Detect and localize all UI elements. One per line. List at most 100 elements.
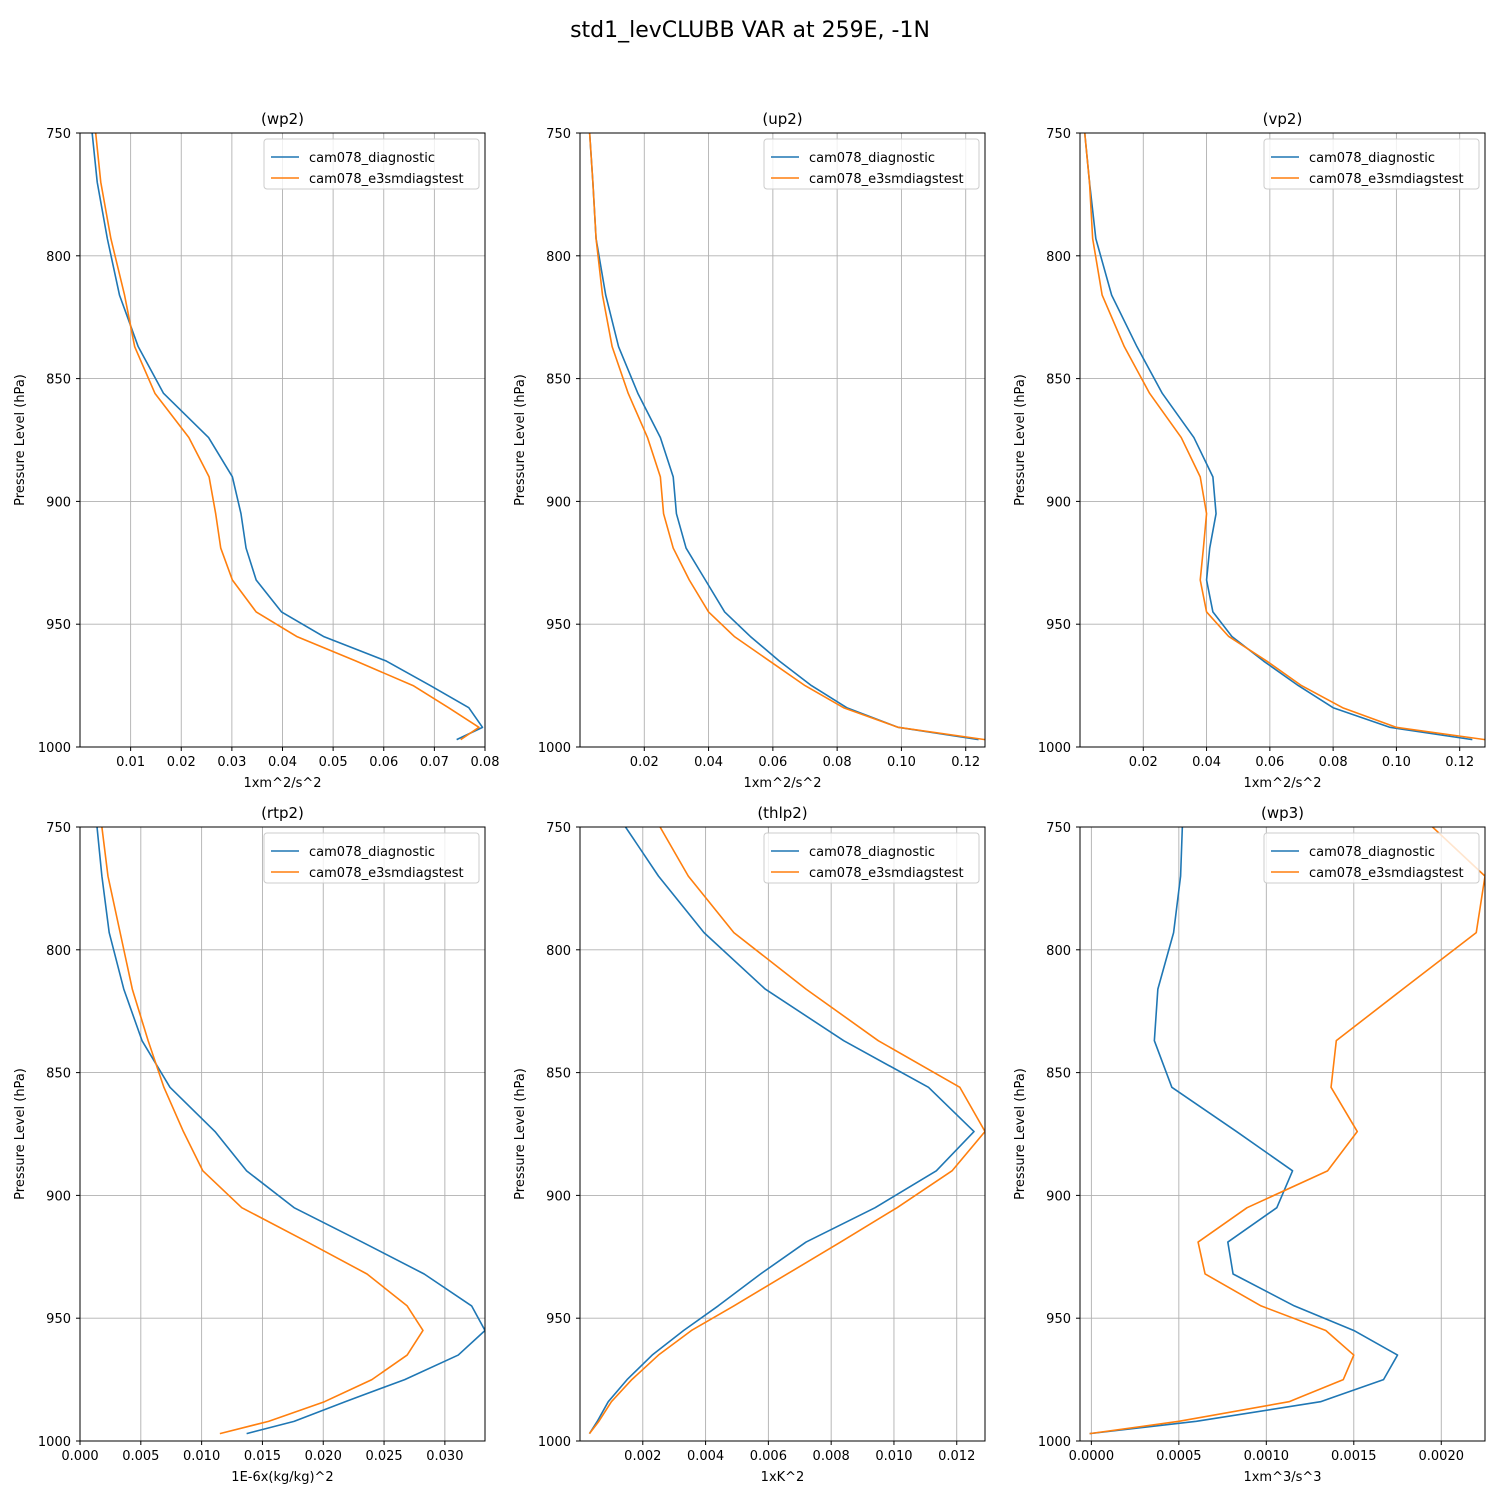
subplot-thlp2: 0.002 0.004 0.006 0.008 0.010 0.012 750 800 850 9… [513,804,986,1485]
y-tick-label: 750 [1046,127,1071,142]
y-tick-label: 950 [46,1312,71,1327]
legend: cam078_diagnostic cam078_e3smdiagstest [1263,138,1480,190]
x-tick-label: 0.07 [420,755,449,770]
series-line-cam078_e3smdiagstest [588,827,985,1435]
series-line-cam078_e3smdiagstest [588,133,985,741]
legend-label: cam078_e3smdiagstest [309,172,464,187]
subplot-grid: 0.01 0.02 0.03 0.04 0.05 0.06 0.07 0.08 750 800 85… [13,110,1486,1485]
legend-label: cam078_e3smdiagstest [809,172,964,187]
x-tick-label: 0.06 [1255,755,1284,770]
x-tick-label: 0.08 [1319,755,1348,770]
y-tick-label: 1000 [538,1435,571,1450]
x-tick-label: 0.04 [268,755,297,770]
subplot-title: (wp3) [1261,804,1304,822]
y-tick-label: 1000 [1038,1435,1071,1450]
legend-box [263,138,480,190]
x-tick-label: 0.10 [887,755,916,770]
y-tick-label: 900 [1046,495,1071,510]
y-tick-label: 750 [546,821,571,836]
x-tick-label: 0.04 [1192,755,1221,770]
series-line-cam078_e3smdiagstest [101,827,424,1435]
y-tick-label: 750 [46,127,71,142]
plot-frame [1079,132,1486,748]
y-tick-label: 850 [46,1067,71,1082]
legend-label: cam078_e3smdiagstest [1309,172,1464,187]
series-line-cam078_e3smdiagstest [1089,827,1485,1435]
series-line-cam078_diagnostic [588,827,975,1435]
y-tick-label: 1000 [38,1435,71,1450]
y-axis-label: Pressure Level (hPa) [513,374,528,506]
y-tick-label: 850 [1046,1067,1071,1082]
y-tick-label: 850 [1046,373,1071,388]
y-tick-label: 750 [46,821,71,836]
series-line-cam078_diagnostic [91,133,484,741]
y-axis-label: Pressure Level (hPa) [13,374,28,506]
x-axis-label: 1E-6x(kg/kg)^2 [231,1470,333,1485]
y-tick-label: 1000 [1038,741,1071,756]
legend-label: cam078_diagnostic [809,151,935,166]
x-tick-label: 0.015 [244,1449,281,1464]
series-line-cam078_diagnostic [1083,133,1473,741]
y-tick-label: 950 [546,1312,571,1327]
x-tick-label: 0.02 [630,755,659,770]
y-tick-label: 800 [46,250,71,265]
y-tick-label: 800 [546,944,571,959]
x-tick-label: 0.006 [750,1449,787,1464]
y-tick-label: 800 [1046,250,1071,265]
y-tick-label: 750 [546,127,571,142]
series-line-cam078_e3smdiagstest [1083,133,1485,741]
x-tick-label: 0.01 [116,755,145,770]
subplot-wp3: 0.0000 0.0005 0.0010 0.0015 0.0020 750 800 850 9… [1013,804,1486,1485]
x-tick-label: 0.08 [471,755,500,770]
legend-box [1263,832,1480,884]
x-tick-label: 0.04 [694,755,723,770]
x-axis-label: 1xm^3/s^3 [1243,1470,1321,1485]
x-tick-label: 0.02 [1129,755,1158,770]
x-tick-label: 0.002 [624,1449,661,1464]
legend-label: cam078_diagnostic [809,845,935,860]
x-tick-label: 0.06 [369,755,398,770]
y-tick-label: 900 [1046,1189,1071,1204]
x-tick-label: 0.05 [319,755,348,770]
y-tick-label: 850 [546,373,571,388]
y-tick-label: 950 [546,618,571,633]
legend-label: cam078_diagnostic [1309,845,1435,860]
x-axis-label: 1xm^2/s^2 [743,776,821,791]
x-tick-label: 0.020 [305,1449,342,1464]
y-tick-label: 950 [1046,618,1071,633]
x-axis-label: 1xm^2/s^2 [1243,776,1321,791]
legend: cam078_diagnostic cam078_e3smdiagstest [763,832,980,884]
legend-box [263,832,480,884]
x-tick-label: 0.012 [938,1449,975,1464]
y-tick-label: 1000 [38,741,71,756]
y-tick-label: 900 [546,495,571,510]
y-tick-label: 950 [1046,1312,1071,1327]
x-tick-label: 0.0000 [1069,1449,1115,1464]
x-tick-label: 0.008 [813,1449,850,1464]
x-axis-label: 1xm^2/s^2 [243,776,321,791]
legend-box [763,138,980,190]
y-axis-label: Pressure Level (hPa) [1013,1068,1028,1200]
subplot-vp2: 0.02 0.04 0.06 0.08 0.10 0.12 750 800 850 900 950 1… [1013,110,1486,791]
x-tick-label: 0.10 [1382,755,1411,770]
figure-title: std1_levCLUBB VAR at 259E, -1N [570,18,930,43]
y-tick-label: 850 [46,373,71,388]
x-tick-label: 0.030 [426,1449,463,1464]
x-tick-label: 0.02 [167,755,196,770]
subplot-title: (rtp2) [261,804,304,822]
plot-frame [1079,826,1486,1442]
y-tick-label: 750 [1046,821,1071,836]
subplot-up2: 0.02 0.04 0.06 0.08 0.10 0.12 750 800 850 900 950 1… [513,110,986,791]
x-tick-label: 0.0005 [1156,1449,1202,1464]
x-tick-label: 0.03 [217,755,246,770]
x-tick-label: 0.0010 [1244,1449,1290,1464]
y-axis-label: Pressure Level (hPa) [1013,374,1028,506]
subplot-rtp2: 0.000 0.005 0.010 0.015 0.020 0.025 0.030 750 80… [13,804,486,1485]
y-tick-label: 900 [46,495,71,510]
x-tick-label: 0.12 [951,755,980,770]
x-tick-label: 0.000 [61,1449,98,1464]
plot-frame [579,132,986,748]
y-tick-label: 1000 [538,741,571,756]
x-tick-label: 0.025 [365,1449,402,1464]
